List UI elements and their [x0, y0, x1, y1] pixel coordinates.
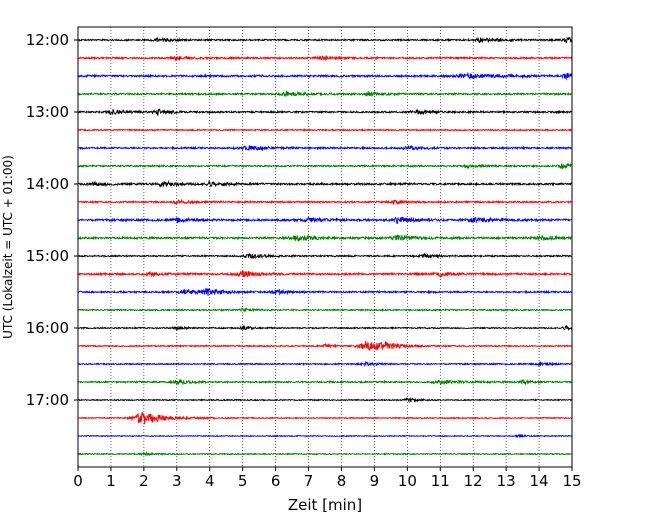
- trace-1345: [77, 162, 573, 170]
- x-tick-label: 2: [139, 472, 149, 490]
- y-axis-ticks: 12:00 13:00 14:00 15:00 16:00 17:00: [26, 31, 78, 409]
- x-axis-ticks: 0 1 2 3 4 5 6 7 8 9 10 11 12 13 14 15: [73, 467, 582, 490]
- y-tick-label: 14:00: [26, 175, 69, 193]
- trace-1430: [77, 216, 573, 225]
- x-tick-label: 3: [172, 472, 182, 490]
- y-tick-label: 12:00: [26, 31, 69, 49]
- trace-1515: [77, 270, 573, 278]
- x-tick-label: 1: [106, 472, 116, 490]
- x-tick-label: 6: [271, 472, 281, 490]
- x-tick-label: 4: [205, 472, 215, 490]
- trace-1230: [77, 71, 573, 81]
- vertical-grid-lines: [110, 27, 540, 467]
- plot-area-frame: [77, 26, 573, 468]
- trace-1645: [77, 378, 573, 386]
- x-axis-label: Zeit [min]: [288, 496, 362, 514]
- trace-1330: [77, 144, 573, 152]
- x-tick-label: 12: [464, 472, 483, 490]
- trace-1615: [77, 340, 573, 351]
- x-tick-label: 14: [530, 472, 549, 490]
- trace-1500: [78, 252, 573, 260]
- y-tick-label: 17:00: [26, 391, 69, 409]
- trace-1600: [77, 324, 573, 332]
- y-axis-label: UTC (Lokalzeit = UTC + 01:00): [1, 155, 15, 339]
- trace-1215: [77, 54, 573, 62]
- trace-1715: [77, 412, 573, 425]
- trace-1745: [77, 450, 573, 457]
- x-tick-label: 10: [398, 472, 417, 490]
- trace-1445: [77, 233, 573, 243]
- trace-1630: [77, 361, 573, 368]
- x-tick-label: 5: [238, 472, 248, 490]
- x-tick-label: 13: [497, 472, 516, 490]
- x-tick-label: 15: [562, 472, 581, 490]
- trace-1530: [77, 287, 573, 296]
- trace-1245: [77, 89, 573, 97]
- x-tick-label: 0: [73, 472, 83, 490]
- trace-1730: [77, 433, 573, 438]
- trace-1545: [77, 307, 573, 313]
- y-tick-label: 13:00: [26, 103, 69, 121]
- x-tick-label: 8: [337, 472, 347, 490]
- x-tick-label: 11: [431, 472, 450, 490]
- y-tick-label: 16:00: [26, 319, 69, 337]
- trace-1300: [77, 108, 573, 117]
- trace-1415: [77, 198, 573, 206]
- trace-1200: [77, 36, 573, 44]
- x-tick-label: 7: [304, 472, 314, 490]
- seismogram-traces: [77, 36, 573, 457]
- trace-1315: [77, 128, 573, 132]
- x-tick-label: 9: [370, 472, 380, 490]
- trace-1700: [77, 396, 573, 403]
- trace-1400: [77, 179, 573, 188]
- y-tick-label: 15:00: [26, 247, 69, 265]
